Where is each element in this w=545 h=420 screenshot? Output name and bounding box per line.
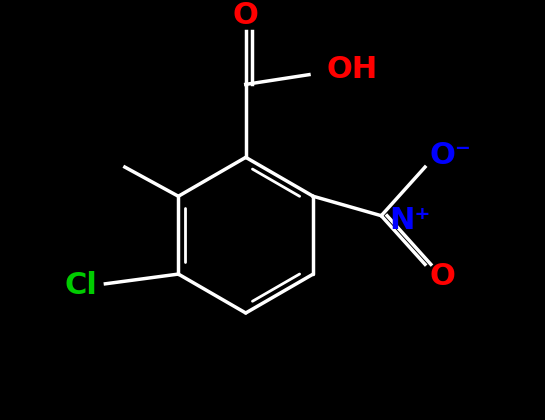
Text: O: O (430, 262, 456, 291)
Text: O: O (233, 1, 259, 30)
Text: N⁺: N⁺ (389, 206, 431, 235)
Text: O⁻: O⁻ (430, 141, 472, 170)
Text: OH: OH (326, 55, 378, 84)
Text: Cl: Cl (65, 271, 98, 300)
